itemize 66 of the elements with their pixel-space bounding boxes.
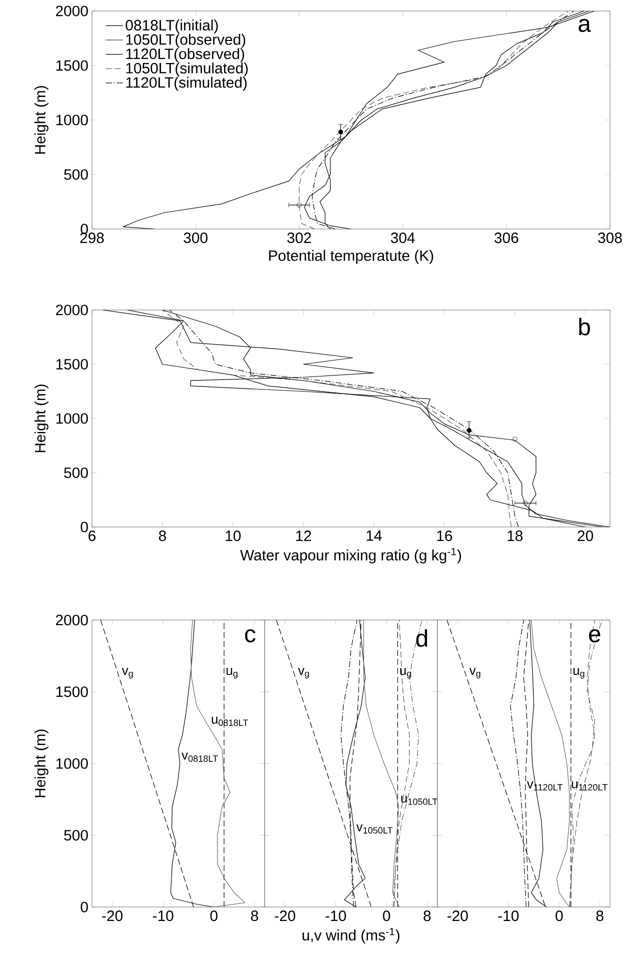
y-axis-title: Height (m) [34, 730, 48, 798]
x-tick-label: 18 [508, 530, 523, 542]
legend-label: 0818LT(initial) [126, 20, 218, 34]
y-tick-label: 500 [64, 169, 88, 180]
x-tick-label: 308 [598, 232, 622, 244]
x-tick-label: 8 [251, 910, 258, 922]
annotation: v$_{1050LT}$ [356, 824, 393, 834]
x-tick-label: -10 [326, 910, 346, 922]
x-tick-label: 6 [88, 530, 96, 542]
x-tick-label: 304 [390, 232, 415, 244]
legend-label: 1050LT(simulated) [126, 62, 248, 76]
x-tick-label: 14 [366, 530, 382, 541]
x-tick-label: -10 [498, 910, 519, 922]
x-tick-label: 302 [287, 232, 311, 244]
y-tick-label: 2000 [56, 614, 88, 626]
y-tick-label: 1500 [56, 686, 88, 698]
y-tick-label: 500 [64, 467, 88, 478]
chart-title: b [579, 318, 590, 336]
y-tick-label: 0 [80, 902, 88, 912]
x-tick-label: 298 [80, 232, 104, 244]
x-tick-label: 10 [226, 530, 241, 542]
y-tick-label: 2000 [56, 6, 88, 16]
annotation: u$_{g}$ [226, 668, 238, 679]
y-tick-label: 0 [80, 522, 88, 532]
x-axis-title: Potential temperatute (K) [269, 250, 434, 264]
legend-label: 1120LT(observed) [126, 48, 244, 62]
x-tick-label: 8 [158, 530, 166, 542]
chart-title: a [578, 18, 591, 32]
y-tick-label: 1000 [56, 114, 88, 126]
x-tick-label: 0 [382, 910, 390, 922]
x-tick-label: 0 [556, 910, 563, 922]
x-axis-title: Water vapour mixing ratio (g kg$^{-1}$) [240, 548, 461, 564]
x-tick-label: 8 [596, 910, 604, 922]
x-tick-label: -20 [274, 910, 296, 922]
x-axis-title: u,v wind (ms$^{-1}$) [302, 928, 400, 944]
annotation: v$_{0818LT}$ [182, 752, 218, 762]
y-tick-label: 1500 [56, 60, 88, 71]
legend-label: 1120LT(simulated) [126, 76, 247, 91]
chart-title: d [416, 629, 428, 647]
y-axis-title: Height (m) [34, 384, 48, 452]
y-tick-label: 1000 [56, 413, 88, 424]
x-tick-label: 20 [578, 530, 594, 542]
legend-label: 1050LT(observed) [126, 34, 246, 48]
y-tick-label: 500 [64, 830, 88, 841]
x-tick-label: 12 [296, 530, 311, 541]
chart-title: e [589, 629, 600, 642]
x-tick-label: -20 [102, 910, 123, 922]
x-tick-label: 300 [184, 232, 208, 244]
y-axis-title: Height (m) [34, 86, 48, 154]
x-tick-label: 16 [437, 530, 452, 542]
y-tick-label: 2000 [56, 304, 88, 316]
x-tick-label: -20 [447, 910, 468, 922]
annotation: u$_{g}$ [573, 668, 584, 679]
annotation: v$_{g}$ [298, 668, 309, 679]
annotation: v$_{g}$ [122, 668, 133, 679]
annotation: v$_{g}$ [469, 668, 480, 679]
annotation: u$_{g}$ [400, 668, 412, 679]
annotation: u$_{1120LT}$ [572, 781, 608, 791]
chart-title: c [245, 629, 256, 642]
x-tick-label: 306 [494, 232, 518, 244]
y-tick-label: 1500 [56, 358, 88, 370]
y-tick-label: 1000 [56, 758, 88, 769]
x-tick-label: 0 [210, 910, 218, 922]
x-tick-label: 8 [424, 910, 431, 922]
annotation: u$_{0818LT}$ [212, 716, 248, 726]
x-tick-label: -10 [152, 910, 174, 922]
